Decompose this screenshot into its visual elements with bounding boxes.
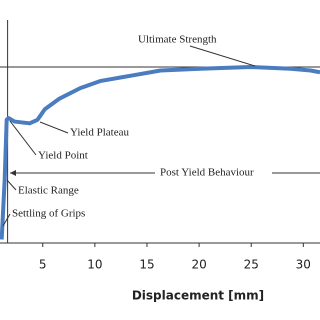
annotation-leader <box>39 121 69 134</box>
annotation: Yield Plateau <box>70 127 129 139</box>
annotation: Yield Point <box>38 150 88 162</box>
x-tick-label: 15 <box>139 258 154 272</box>
arrow-head <box>10 170 16 176</box>
annotation-leader <box>2 213 11 227</box>
annotation: Settling of Grips <box>12 208 85 220</box>
data-line <box>0 65 320 240</box>
x-tick-label: 20 <box>191 258 206 272</box>
annotation-leader <box>6 179 17 191</box>
x-tick-label: 10 <box>87 258 102 272</box>
x-tick-label: 30 <box>296 258 311 272</box>
annotation-leader <box>189 45 256 67</box>
x-axis-label: Displacement [mm] <box>132 289 264 303</box>
x-tick-label: 5 <box>39 258 47 272</box>
annotation-leader <box>9 120 37 156</box>
annotation: Elastic Range <box>18 185 79 197</box>
annotation: Post Yield Behaviour <box>160 167 254 179</box>
annotation: Ultimate Strength <box>138 34 217 46</box>
x-tick-label: 25 <box>244 258 259 272</box>
